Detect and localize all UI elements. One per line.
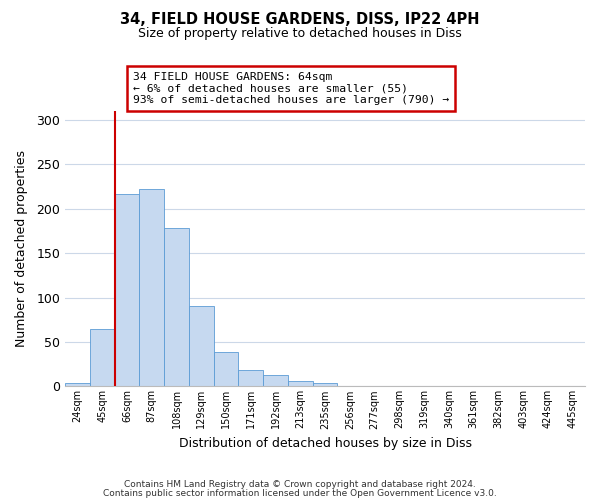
Bar [164,228,189,386]
Text: Contains public sector information licensed under the Open Government Licence v3: Contains public sector information licen… [103,488,497,498]
Bar [115,194,139,386]
Bar [214,352,238,386]
Bar [263,375,288,386]
Text: 34, FIELD HOUSE GARDENS, DISS, IP22 4PH: 34, FIELD HOUSE GARDENS, DISS, IP22 4PH [120,12,480,28]
Bar [313,383,337,386]
Text: Contains HM Land Registry data © Crown copyright and database right 2024.: Contains HM Land Registry data © Crown c… [124,480,476,489]
Bar [189,306,214,386]
Y-axis label: Number of detached properties: Number of detached properties [15,150,28,347]
Bar [139,189,164,386]
Text: Size of property relative to detached houses in Diss: Size of property relative to detached ho… [138,28,462,40]
Text: 34 FIELD HOUSE GARDENS: 64sqm
← 6% of detached houses are smaller (55)
93% of se: 34 FIELD HOUSE GARDENS: 64sqm ← 6% of de… [133,72,449,106]
X-axis label: Distribution of detached houses by size in Diss: Distribution of detached houses by size … [179,437,472,450]
Bar [65,383,90,386]
Bar [90,328,115,386]
Bar [238,370,263,386]
Bar [288,381,313,386]
